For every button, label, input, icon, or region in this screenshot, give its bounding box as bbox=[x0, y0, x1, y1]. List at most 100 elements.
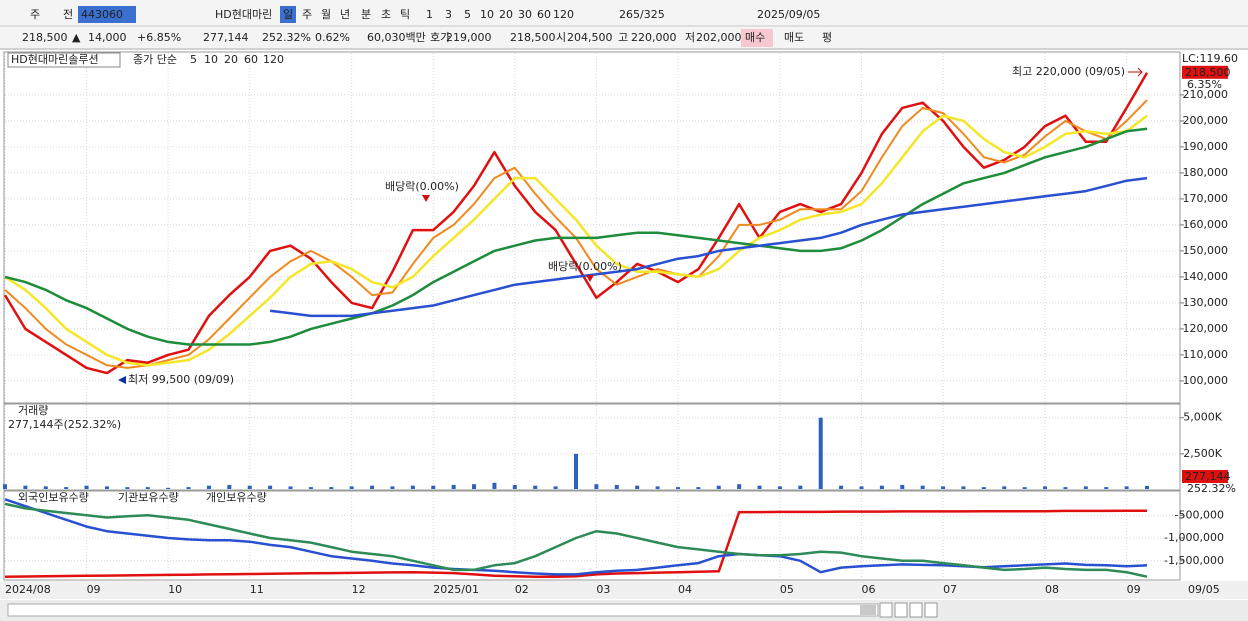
lc-label: LC:119.60 bbox=[1182, 52, 1238, 65]
volume-bar bbox=[64, 487, 69, 489]
high-arrow bbox=[1128, 67, 1143, 77]
high-annotation: 최고 220,000 (09/05) bbox=[1012, 65, 1125, 78]
legend-entry[interactable]: 20 bbox=[224, 53, 238, 66]
volume-bar bbox=[900, 484, 905, 489]
x-end-label: 09/05 bbox=[1188, 583, 1220, 596]
toolbar-item[interactable]: 443060 bbox=[81, 8, 123, 21]
toolbar-item[interactable]: 60 bbox=[537, 8, 551, 21]
volume-bar bbox=[247, 485, 252, 489]
volume-bar bbox=[941, 486, 946, 489]
toolbar-item: 호가 bbox=[430, 31, 450, 44]
legend-entry[interactable]: 10 bbox=[204, 53, 218, 66]
toolbar-item[interactable]: 년 bbox=[340, 8, 350, 21]
toolbar-area bbox=[0, 0, 1248, 50]
nav-button[interactable] bbox=[924, 602, 938, 618]
toolbar-item[interactable]: 1 bbox=[426, 8, 433, 21]
x-tick-label: 2024/08 bbox=[5, 583, 51, 596]
toolbar-item[interactable]: 주 bbox=[302, 8, 312, 21]
toolbar-item[interactable]: 틱 bbox=[400, 8, 410, 21]
nav-button[interactable] bbox=[894, 602, 908, 618]
toolbar-item[interactable]: 평 bbox=[822, 31, 832, 44]
series-line bbox=[4, 509, 1147, 578]
scrollbar-track[interactable] bbox=[7, 603, 879, 617]
title-box bbox=[7, 52, 121, 68]
toolbar-item: 204,500 bbox=[567, 31, 613, 44]
y-tick-label: 2,500K bbox=[1183, 447, 1222, 460]
toolbar-item[interactable]: /325 bbox=[640, 8, 665, 21]
nav-button[interactable] bbox=[879, 602, 893, 618]
volume-bar bbox=[818, 417, 823, 489]
volume-marker-ratio: 252.32% bbox=[1187, 482, 1236, 495]
nav-button[interactable] bbox=[909, 602, 923, 618]
low-annotation: 최저 99,500 (09/09) bbox=[128, 373, 234, 386]
y-tick-label: 150,000 bbox=[1183, 244, 1229, 257]
toolbar-item: 202,000 bbox=[696, 31, 742, 44]
legend-entry[interactable]: 5 bbox=[190, 53, 197, 66]
toolbar-item[interactable]: 분 bbox=[361, 8, 371, 21]
toolbar-item[interactable]: 2025/09/05 bbox=[757, 8, 820, 21]
toolbar-item[interactable]: 매수 bbox=[745, 31, 765, 44]
toolbar-item[interactable]: 초 bbox=[381, 8, 391, 21]
volume-bar bbox=[696, 487, 701, 489]
toolbar-item[interactable]: 3 bbox=[445, 8, 452, 21]
series-line bbox=[4, 502, 1148, 578]
x-tick-label: 2025/01 bbox=[433, 583, 479, 596]
toolbar-button bbox=[741, 29, 773, 47]
volume-bar bbox=[227, 484, 232, 489]
toolbar-item: 220,000 bbox=[631, 31, 677, 44]
y-tick-label: 120,000 bbox=[1183, 322, 1229, 335]
series-line bbox=[269, 176, 1148, 318]
legend-entry[interactable]: 60 bbox=[244, 53, 258, 66]
holdings-pane bbox=[3, 490, 1181, 581]
toolbar-item[interactable]: 10 bbox=[480, 8, 494, 21]
chart-content: 주 전 443060 HD현대마린 일 주 월 년 분 초 틱 1 3 5 10 20 30 60 120 265/3… bbox=[3, 6, 1238, 596]
legend-entry[interactable]: 개인보유수량 bbox=[206, 491, 267, 504]
y-tick-label: 170,000 bbox=[1183, 192, 1229, 205]
series-line bbox=[4, 114, 1148, 367]
volume-bar bbox=[574, 453, 578, 489]
y-tick-label: 210,000 bbox=[1183, 88, 1229, 101]
toolbar-item[interactable]: 120 bbox=[553, 8, 574, 21]
toolbar-item[interactable]: 주 bbox=[30, 8, 40, 21]
volume-bar bbox=[981, 487, 986, 489]
x-tick-label: 09 bbox=[87, 583, 101, 596]
legend-entry[interactable]: 기관보유수량 bbox=[118, 491, 179, 504]
volume-bar bbox=[533, 485, 538, 489]
toolbar-item[interactable]: 일 bbox=[283, 7, 293, 21]
toolbar-item[interactable]: 5 bbox=[464, 8, 471, 21]
toolbar-item[interactable]: 20 bbox=[499, 8, 513, 21]
volume-bar bbox=[390, 486, 395, 489]
y-tick-label: -500,000 bbox=[1175, 508, 1224, 521]
volume-bar bbox=[145, 487, 150, 489]
volume-bar bbox=[451, 484, 456, 489]
volume-bar bbox=[512, 484, 517, 489]
series-line bbox=[3, 72, 1149, 375]
x-tick-label: 03 bbox=[596, 583, 610, 596]
volume-bar bbox=[329, 487, 334, 489]
y-tick-label: 180,000 bbox=[1183, 166, 1229, 179]
y-tick-label: 5,000K bbox=[1183, 411, 1222, 424]
nav-buttons[interactable] bbox=[879, 602, 938, 618]
volume-bar bbox=[308, 487, 313, 489]
scrollbar-thumb[interactable] bbox=[860, 605, 876, 615]
toolbar-item[interactable]: 265 bbox=[619, 8, 640, 21]
volume-bar bbox=[879, 485, 884, 489]
dividend-arrow bbox=[586, 275, 594, 282]
toolbar-item[interactable]: 30 bbox=[518, 8, 532, 21]
volume-bar bbox=[1063, 487, 1068, 489]
volume-bar bbox=[594, 484, 599, 489]
y-tick-label: 190,000 bbox=[1183, 140, 1229, 153]
volume-bar bbox=[104, 486, 109, 489]
legend-entry[interactable]: 120 bbox=[263, 53, 284, 66]
toolbar-item[interactable]: 매도 bbox=[784, 31, 804, 44]
toolbar-item[interactable]: 월 bbox=[321, 8, 331, 21]
legend-entry[interactable]: 외국인보유수량 bbox=[18, 491, 89, 504]
volume-bar bbox=[125, 487, 130, 489]
toolbar-item[interactable]: 전 bbox=[63, 8, 73, 21]
pane-subtitle: 277,144주(252.32%) bbox=[8, 418, 121, 431]
volume-bar bbox=[1145, 485, 1149, 489]
pane-title: 거래량 bbox=[18, 404, 48, 417]
toolbar-item[interactable]: HD현대마린 bbox=[215, 8, 272, 21]
